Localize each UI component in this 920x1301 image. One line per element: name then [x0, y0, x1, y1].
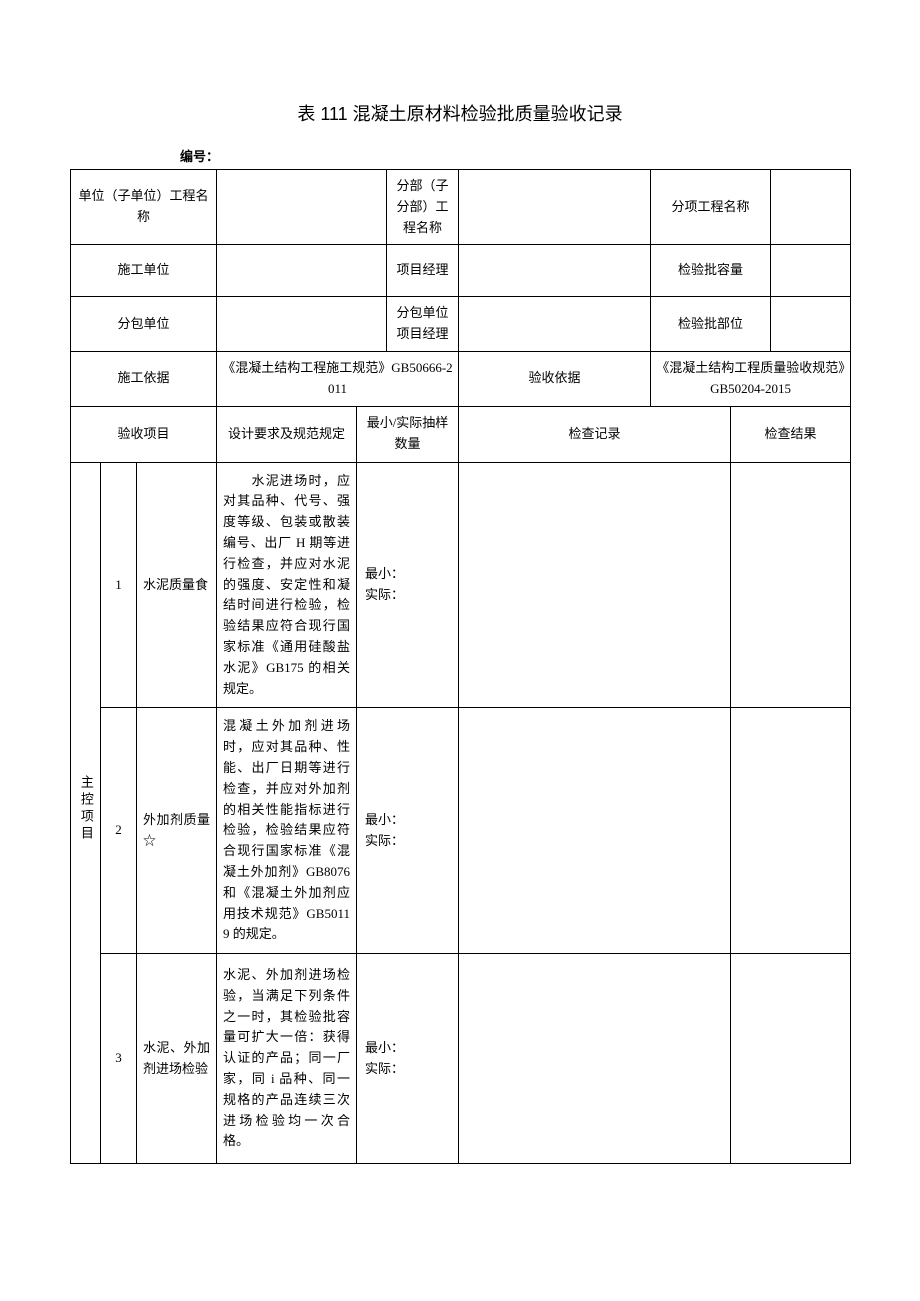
batch-position-label: 检验批部位 — [651, 297, 771, 352]
item-name: 外加剂质量☆ — [137, 708, 217, 954]
item-result — [731, 708, 851, 954]
header-row-1: 单位（子单位）工程名称 分部（子分部）工程名称 分项工程名称 — [71, 170, 851, 245]
sub-project-label: 分部（子分部）工程名称 — [387, 170, 459, 245]
batch-capacity-value — [771, 245, 851, 297]
category-label-cell: 主控项目 — [71, 462, 101, 1164]
item-result — [731, 462, 851, 708]
batch-position-value — [771, 297, 851, 352]
item-sample: 最小：实际： — [357, 954, 459, 1164]
col-check-record: 检查记录 — [459, 406, 731, 462]
batch-capacity-label: 检验批容量 — [651, 245, 771, 297]
column-header-row: 验收项目 设计要求及规范规定 最小/实际抽样数量 检查记录 检查结果 — [71, 406, 851, 462]
unit-project-value — [217, 170, 387, 245]
project-manager-label: 项目经理 — [387, 245, 459, 297]
category-label: 主控项目 — [75, 775, 96, 843]
acceptance-basis-value: 《混凝土结构工程质量验收规范》GB50204-2015 — [651, 351, 851, 406]
item-no: 2 — [101, 708, 137, 954]
subcontract-unit-label: 分包单位 — [71, 297, 217, 352]
table-row: 2 外加剂质量☆ 混凝土外加剂进场时，应对其品种、性能、出厂日期等进行检查，并应… — [71, 708, 851, 954]
project-manager-value — [459, 245, 651, 297]
construction-unit-value — [217, 245, 387, 297]
item-record — [459, 954, 731, 1164]
item-no: 1 — [101, 462, 137, 708]
item-project-label: 分项工程名称 — [651, 170, 771, 245]
acceptance-record-table: 单位（子单位）工程名称 分部（子分部）工程名称 分项工程名称 施工单位 项目经理… — [70, 169, 851, 1164]
subcontract-pm-value — [459, 297, 651, 352]
header-row-3: 分包单位 分包单位项目经理 检验批部位 — [71, 297, 851, 352]
table-row: 主控项目 1 水泥质量食 水泥进场时，应对其品种、代号、强度等级、包装或散装编号… — [71, 462, 851, 708]
item-req: 水泥、外加剂进场检验，当满足下列条件之一时，其检验批容量可扩大一倍：获得认证的产… — [217, 954, 357, 1164]
subcontract-unit-value — [217, 297, 387, 352]
construction-unit-label: 施工单位 — [71, 245, 217, 297]
item-name: 水泥质量食 — [137, 462, 217, 708]
col-acceptance-item: 验收项目 — [71, 406, 217, 462]
acceptance-basis-label: 验收依据 — [459, 351, 651, 406]
serial-number-label: 编号： — [180, 146, 850, 165]
col-check-result: 检查结果 — [731, 406, 851, 462]
item-req: 水泥进场时，应对其品种、代号、强度等级、包装或散装编号、出厂 H 期等进行检查，… — [217, 462, 357, 708]
construction-basis-value: 《混凝土结构工程施工规范》GB50666-2011 — [217, 351, 459, 406]
table-row: 3 水泥、外加剂进场检验 水泥、外加剂进场检验，当满足下列条件之一时，其检验批容… — [71, 954, 851, 1164]
header-row-4: 施工依据 《混凝土结构工程施工规范》GB50666-2011 验收依据 《混凝土… — [71, 351, 851, 406]
construction-basis-label: 施工依据 — [71, 351, 217, 406]
sub-project-value — [459, 170, 651, 245]
unit-project-label: 单位（子单位）工程名称 — [71, 170, 217, 245]
item-no: 3 — [101, 954, 137, 1164]
subcontract-pm-label: 分包单位项目经理 — [387, 297, 459, 352]
col-sample-qty: 最小/实际抽样数量 — [357, 406, 459, 462]
item-result — [731, 954, 851, 1164]
item-project-value — [771, 170, 851, 245]
item-sample: 最小：实际： — [357, 708, 459, 954]
item-name: 水泥、外加剂进场检验 — [137, 954, 217, 1164]
item-sample: 最小：实际： — [357, 462, 459, 708]
page-title: 表 111 混凝土原材料检验批质量验收记录 — [70, 100, 850, 126]
item-record — [459, 462, 731, 708]
col-design-req: 设计要求及规范规定 — [217, 406, 357, 462]
item-record — [459, 708, 731, 954]
header-row-2: 施工单位 项目经理 检验批容量 — [71, 245, 851, 297]
item-req: 混凝土外加剂进场时，应对其品种、性能、出厂日期等进行检查，并应对外加剂的相关性能… — [217, 708, 357, 954]
